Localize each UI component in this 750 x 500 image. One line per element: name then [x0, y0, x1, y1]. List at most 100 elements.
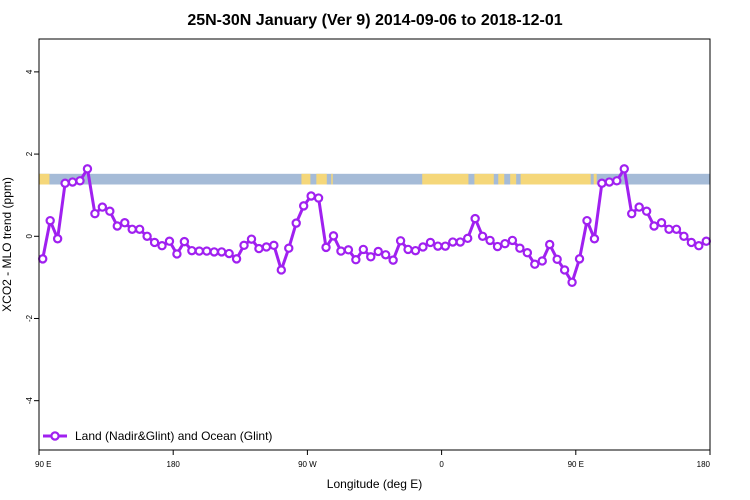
series-point	[216, 247, 227, 257]
series-point	[67, 177, 78, 187]
series-point	[336, 246, 346, 256]
y-tick-label: 0	[25, 234, 34, 239]
x-tick-label: 0	[439, 460, 444, 469]
series-point	[686, 237, 697, 248]
series-point	[425, 237, 436, 248]
series-point	[492, 241, 503, 252]
series-point	[582, 215, 592, 226]
series-point	[694, 241, 704, 251]
y-tick-label: -2	[25, 314, 34, 322]
map-strip-land	[39, 173, 50, 185]
series-point	[284, 243, 294, 253]
plot-frame	[38, 38, 711, 451]
series-point	[507, 235, 518, 246]
series-point	[112, 221, 122, 231]
y-axis-title: XCO2 - MLO trend (ppm)	[0, 177, 14, 312]
y-tick-label: 4	[25, 69, 34, 74]
series-point	[634, 202, 644, 212]
series-point	[627, 208, 637, 219]
series-point	[298, 201, 309, 211]
series-point	[127, 224, 137, 234]
series-point	[462, 233, 473, 244]
series-point	[254, 243, 264, 254]
legend: Land (Nadir&Glint) and Ocean (Glint)	[43, 429, 272, 443]
series-point	[291, 218, 301, 228]
series-point	[545, 239, 555, 250]
series-point	[418, 242, 428, 252]
series-point	[60, 178, 70, 188]
series-point	[574, 254, 585, 264]
series-point	[194, 246, 204, 256]
series-point	[120, 218, 130, 228]
series-point	[134, 224, 145, 234]
series-point	[366, 252, 376, 262]
x-axis: 90 E 180 90 W 0 90 E 180	[35, 450, 711, 469]
y-tick-label: 2	[25, 151, 34, 156]
series-point	[261, 242, 272, 252]
series-point	[164, 236, 175, 246]
series-point	[455, 237, 465, 247]
series-point	[440, 241, 451, 251]
series-point	[269, 240, 279, 251]
series-point	[343, 245, 354, 255]
series-point	[187, 245, 197, 256]
series-point	[388, 255, 398, 265]
series-point	[664, 224, 674, 234]
series-point	[82, 164, 93, 174]
map-strip-land	[422, 173, 469, 185]
series-point	[157, 241, 167, 251]
x-tick-label: 90 E	[35, 460, 51, 469]
series-point	[701, 236, 711, 246]
x-tick-label: 90 W	[298, 460, 317, 469]
series-point	[97, 202, 108, 212]
series-point	[179, 236, 190, 247]
map-strip-land	[474, 173, 494, 185]
legend-marker-swatch	[50, 431, 60, 441]
series-point	[321, 242, 331, 253]
series-point	[246, 234, 257, 244]
x-tick-label: 180	[167, 460, 181, 469]
series-point	[313, 193, 324, 203]
series-point	[477, 231, 488, 241]
series-point	[105, 206, 115, 216]
y-axis: -4 -2 0 2 4	[25, 69, 39, 404]
series-point	[395, 236, 406, 246]
series-point	[373, 246, 383, 257]
series-point	[403, 244, 413, 255]
series-point	[552, 254, 562, 264]
series-point	[604, 177, 615, 187]
series-point	[515, 243, 525, 253]
series-point	[75, 176, 85, 186]
map-strip-land	[520, 173, 591, 185]
series-point	[380, 250, 391, 260]
map-strip-land	[498, 173, 505, 185]
series-point	[351, 255, 361, 265]
series-point	[589, 234, 600, 244]
series-layer	[38, 164, 711, 288]
series-point	[52, 234, 63, 244]
map-strip-land	[301, 173, 311, 185]
series-point	[45, 215, 55, 226]
series-point	[38, 254, 48, 264]
x-tick-label: 180	[697, 460, 711, 469]
series-point	[559, 265, 570, 275]
series-point	[142, 231, 152, 241]
y-tick-label: -4	[25, 397, 34, 405]
map-strip-land	[510, 173, 517, 185]
series-point	[149, 237, 160, 248]
x-tick-label: 90 E	[568, 460, 584, 469]
series-point	[306, 191, 316, 201]
series-point	[619, 164, 629, 174]
series-point	[410, 245, 421, 256]
series-point	[649, 221, 659, 231]
series-point	[224, 248, 234, 259]
series-point	[209, 247, 219, 257]
map-strip-land	[331, 173, 333, 185]
series-point	[679, 231, 689, 241]
series-point	[641, 206, 652, 216]
series-point	[537, 256, 547, 266]
series-point	[656, 218, 667, 228]
map-strip-land	[316, 173, 327, 185]
series-point	[597, 178, 607, 188]
x-axis-title: Longitude (deg E)	[327, 477, 422, 491]
